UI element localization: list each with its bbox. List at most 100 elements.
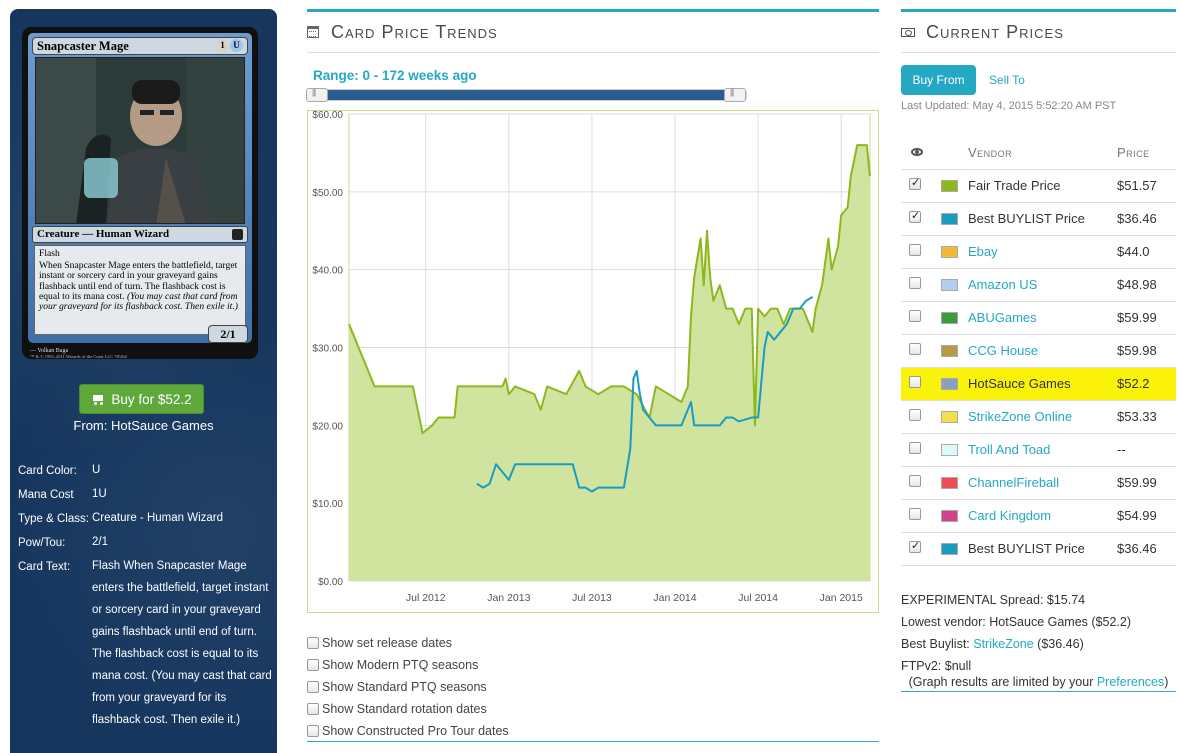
option-pro-tour[interactable]: Show Constructed Pro Tour dates xyxy=(307,720,509,742)
price-column-header: Price xyxy=(1117,136,1176,170)
tab-buy-from[interactable]: Buy From xyxy=(901,65,976,95)
vendor-color-swatch xyxy=(941,344,958,357)
buy-button-label: Buy for $52.2 xyxy=(111,391,192,407)
checkbox[interactable] xyxy=(307,659,319,671)
vendor-row: Amazon US $48.98 xyxy=(901,268,1176,302)
card-reminder-text: (You may cast that card from your gravey… xyxy=(39,290,238,313)
vendor-visibility-checkbox[interactable] xyxy=(909,244,921,256)
card-properties: Card Color: U Mana Cost 1U Type & Class:… xyxy=(18,459,272,731)
vendor-name[interactable]: ABUGames xyxy=(968,310,1037,325)
vendor-visibility-checkbox[interactable] xyxy=(909,176,921,190)
range-slider-end-handle[interactable] xyxy=(724,88,746,102)
buy-button[interactable]: Buy for $52.2 xyxy=(79,384,204,414)
option-standard-ptq[interactable]: Show Standard PTQ seasons xyxy=(307,676,509,698)
vendor-price: $59.98 xyxy=(1117,334,1176,368)
vendor-color-swatch xyxy=(941,509,958,522)
vendor-visibility-checkbox[interactable] xyxy=(909,376,921,388)
vendor-visibility-checkbox[interactable] xyxy=(909,442,921,454)
vendor-row: Fair Trade Price $51.57 xyxy=(901,169,1176,203)
section-bottom-rule xyxy=(307,741,879,742)
option-modern-ptq[interactable]: Show Modern PTQ seasons xyxy=(307,654,509,676)
calendar-icon xyxy=(307,26,319,38)
range-slider[interactable] xyxy=(306,88,747,102)
vendor-name[interactable]: CCG House xyxy=(968,343,1039,358)
vendor-visibility-checkbox[interactable] xyxy=(909,539,921,553)
checkbox[interactable] xyxy=(307,725,319,737)
money-icon xyxy=(901,27,915,37)
card-image: Snapcaster Mage 1 U xyxy=(22,27,258,359)
property-value: U xyxy=(92,464,101,476)
vendor-visibility-checkbox[interactable] xyxy=(909,343,921,355)
y-tick-label: $20.00 xyxy=(312,421,343,432)
vendor-row: CCG House $59.98 xyxy=(901,334,1176,368)
card-title-bar: Snapcaster Mage 1 U xyxy=(32,37,248,55)
vendor-row: ChannelFireball $59.99 xyxy=(901,466,1176,500)
option-label: Show Standard PTQ seasons xyxy=(322,680,487,694)
option-set-release[interactable]: Show set release dates xyxy=(307,632,509,654)
preferences-link[interactable]: Preferences xyxy=(1096,675,1165,689)
vendor-visibility-checkbox[interactable] xyxy=(909,475,921,487)
checkbox[interactable] xyxy=(307,637,319,649)
vendor-row: HotSauce Games $52.2 xyxy=(901,367,1176,401)
series-area-0 xyxy=(349,145,870,581)
vendor-visibility-checkbox[interactable] xyxy=(909,209,921,223)
checkbox[interactable] xyxy=(307,681,319,693)
vendor-name[interactable]: Ebay xyxy=(968,244,998,259)
x-tick-label: Jul 2014 xyxy=(738,592,778,604)
vendor-row: Best BUYLIST Price $36.46 xyxy=(901,202,1176,236)
card-artist: — Volkan Baga xyxy=(30,348,69,354)
card-copyright: ™ & © 1993–2011 Wizards of the Coast LLC… xyxy=(30,354,127,359)
vendor-row: Troll And Toad -- xyxy=(901,433,1176,467)
card-frame: Snapcaster Mage 1 U xyxy=(28,33,252,343)
card-artwork xyxy=(35,57,245,224)
vendor-visibility-checkbox[interactable] xyxy=(909,508,921,520)
vendor-visibility-checkbox[interactable] xyxy=(909,409,921,421)
best-buylist: Best Buylist: StrikeZone ($36.46) xyxy=(901,637,1084,651)
vendor-name[interactable]: Troll And Toad xyxy=(968,442,1051,457)
x-tick-label: Jan 2013 xyxy=(487,592,530,604)
section-header: Card Price Trends xyxy=(307,12,879,52)
vendor-name[interactable]: ChannelFireball xyxy=(968,475,1060,490)
checkbox[interactable] xyxy=(307,703,319,715)
vendor-name[interactable]: Amazon US xyxy=(968,277,1038,292)
section-top-rule xyxy=(901,9,1176,12)
vendor-name[interactable]: StrikeZone Online xyxy=(968,409,1073,424)
vendor-row: Card Kingdom $54.99 xyxy=(901,499,1176,533)
vendor-visibility-checkbox[interactable] xyxy=(909,310,921,322)
vendor-price: $52.2 xyxy=(1117,367,1176,401)
y-tick-label: $40.00 xyxy=(312,266,343,277)
vendor-color-swatch xyxy=(941,278,958,291)
property-key: Mana Cost xyxy=(18,489,74,501)
price-tabs: Buy From Sell To xyxy=(901,65,1025,95)
vendor-name[interactable]: Card Kingdom xyxy=(968,508,1052,523)
x-tick-label: Jan 2015 xyxy=(820,592,863,604)
range-label: Range: 0 - 172 weeks ago xyxy=(313,68,477,83)
vendor-color-swatch xyxy=(941,245,958,258)
vendor-price: $53.33 xyxy=(1117,400,1176,434)
range-slider-start-handle[interactable] xyxy=(306,88,328,102)
section-title: Current Prices xyxy=(926,21,1064,42)
eye-icon xyxy=(911,148,923,157)
vendor-price: $59.99 xyxy=(1117,301,1176,335)
series-line-1 xyxy=(476,296,813,493)
vendor-price: $54.99 xyxy=(1117,499,1176,533)
option-label: Show Modern PTQ seasons xyxy=(322,658,479,672)
vendor-color-swatch xyxy=(941,476,958,489)
y-tick-label: $10.00 xyxy=(312,499,343,510)
price-trends-section: Card Price Trends Range: 0 - 172 weeks a… xyxy=(306,9,879,742)
card-type-line: Creature — Human Wizard xyxy=(32,226,248,243)
buylist-vendor-link[interactable]: StrikeZone xyxy=(973,637,1034,651)
current-prices-section: Current Prices Buy From Sell To Last Upd… xyxy=(901,9,1176,692)
vendor-color-swatch xyxy=(941,410,958,423)
card-keyword: Flash xyxy=(39,248,60,259)
option-standard-rotation[interactable]: Show Standard rotation dates xyxy=(307,698,509,720)
vendor-row: Ebay $44.0 xyxy=(901,235,1176,269)
property-key: Pow/Tou: xyxy=(18,537,66,549)
vendor-name: HotSauce Games xyxy=(968,376,1071,391)
vendor-name: Fair Trade Price xyxy=(968,178,1061,193)
property-key: Card Text: xyxy=(18,561,71,573)
vendor-price: $44.0 xyxy=(1117,235,1176,269)
property-value: Creature - Human Wizard xyxy=(92,512,224,524)
vendor-visibility-checkbox[interactable] xyxy=(909,277,921,289)
tab-sell-to[interactable]: Sell To xyxy=(989,73,1025,87)
